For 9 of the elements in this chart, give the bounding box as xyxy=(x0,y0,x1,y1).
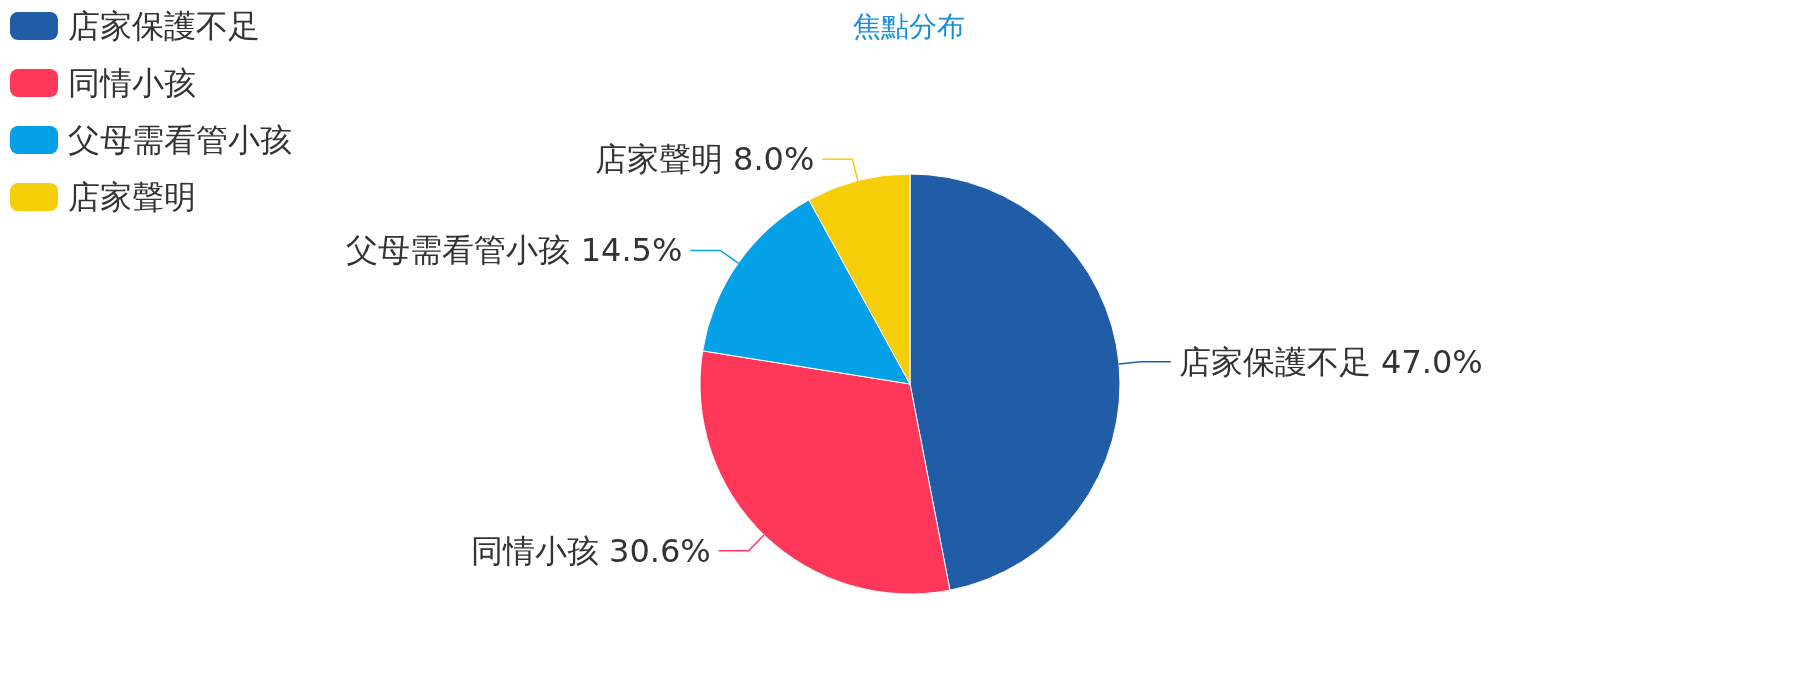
category-label: 店家保護不足 47.0% xyxy=(1178,342,1483,381)
legend-label: 店家聲明 xyxy=(68,178,196,216)
category-label: 同情小孩 30.6% xyxy=(470,531,711,570)
legend-label: 同情小孩 xyxy=(68,64,196,102)
chart-title: 焦點分布 xyxy=(853,10,965,43)
legend-label: 店家保護不足 xyxy=(68,7,260,45)
category-label: 店家聲明 8.0% xyxy=(594,140,815,179)
category-label: 父母需看管小孩 14.5% xyxy=(346,231,683,270)
legend-label: 父母需看管小孩 xyxy=(68,121,292,159)
